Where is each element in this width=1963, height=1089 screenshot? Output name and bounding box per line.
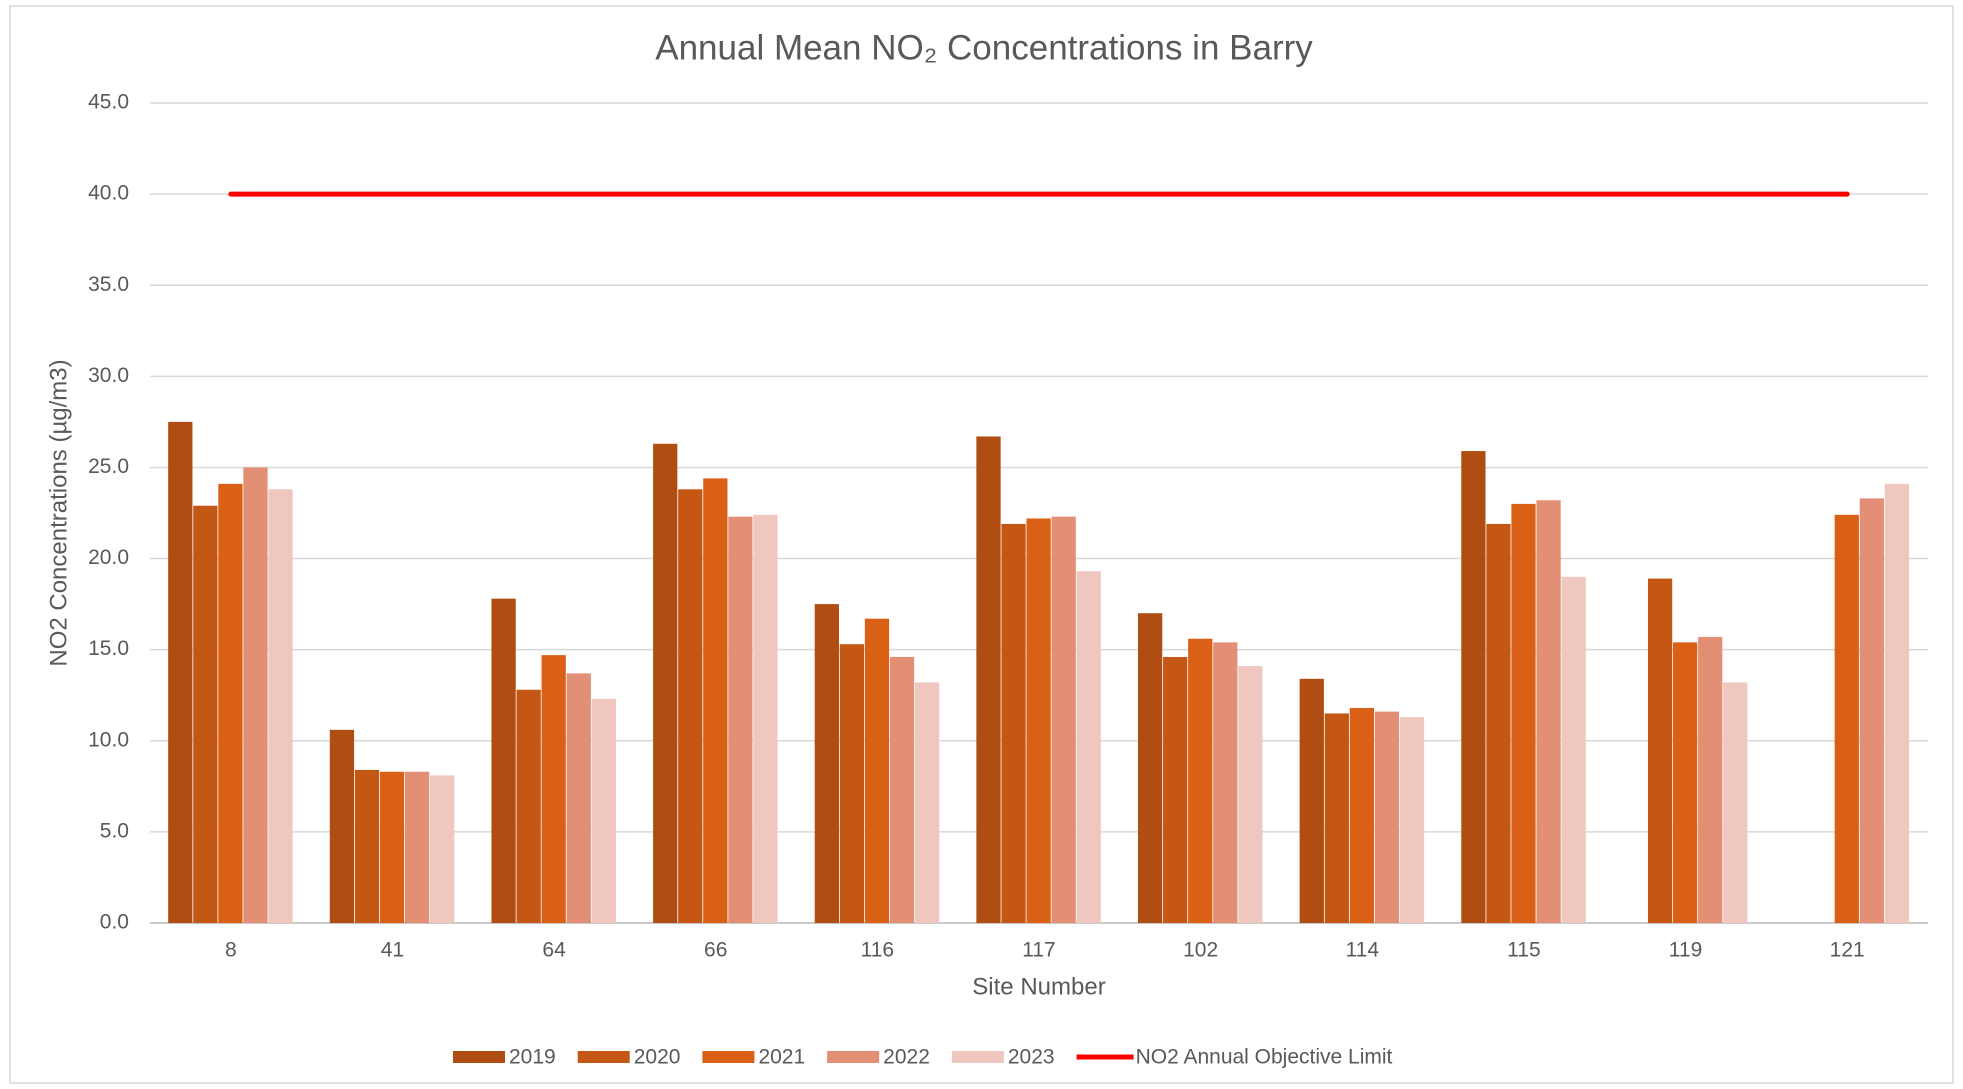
bar [1647,578,1673,923]
bar [329,729,355,923]
bar [1859,498,1884,923]
legend-label: 2021 [758,1046,805,1069]
legend-swatch [577,1051,630,1063]
bar [753,514,778,923]
bar [839,644,865,923]
bar [1026,518,1051,923]
y-tick-label: 10.0 [88,728,129,751]
y-tick-label: 35.0 [88,273,129,296]
x-tick-label: 64 [542,939,566,962]
bar [168,421,193,923]
bar [243,467,268,923]
bar [1076,571,1101,923]
bar [703,478,728,923]
bar [1511,503,1536,923]
bar [1723,682,1748,923]
chart-title: Annual Mean NO₂ Concentrations in Barry [655,28,1313,67]
x-tick-label: 102 [1183,939,1218,962]
bar [354,769,380,923]
x-axis-title: Site Number [972,973,1105,1000]
bar [491,598,516,923]
legend-label: NO2 Annual Objective Limit [1136,1046,1393,1069]
bar [1486,523,1511,923]
x-tick-label: 117 [1022,939,1055,962]
x-tick-label: 41 [381,939,404,962]
x-tick-label: 114 [1346,939,1380,962]
x-tick-label: 8 [225,939,237,962]
y-tick-label: 0.0 [100,911,129,934]
bar [1536,500,1561,923]
legend-label: 2022 [883,1046,930,1069]
bar [193,505,218,923]
y-tick-label: 15.0 [88,637,129,660]
y-tick-label: 45.0 [88,91,129,114]
bar [1561,576,1586,923]
x-tick-label: 121 [1830,939,1865,962]
legend-label: 2020 [634,1046,681,1069]
bar [653,443,678,923]
x-tick-label: 66 [704,939,727,962]
bar [728,516,753,923]
bar [914,682,940,923]
bar [1349,707,1374,923]
bar [379,771,405,923]
bar [268,489,293,923]
legend-label: 2019 [509,1046,556,1069]
bar [1138,613,1163,923]
legend-swatch [827,1051,880,1063]
bar [404,771,430,923]
bar [430,775,455,923]
x-tick-label: 116 [861,939,894,962]
legend-label: 2023 [1008,1046,1055,1069]
legend-swatch [453,1051,505,1063]
y-tick-label: 40.0 [88,182,129,205]
bar [218,483,243,923]
bar [1673,642,1698,923]
bar [1884,483,1910,923]
bar [1188,638,1213,923]
y-tick-label: 5.0 [100,819,129,842]
bar [1399,717,1425,923]
x-tick-label: 119 [1669,939,1702,962]
bar [1698,636,1723,923]
bar [678,489,703,923]
bar [566,673,591,923]
y-tick-label: 25.0 [88,455,129,478]
bar [516,689,541,923]
bar [541,655,566,923]
bar [1051,516,1076,923]
bar [1213,642,1238,923]
bar [1374,711,1400,923]
bar [1324,713,1349,923]
bar [1834,514,1859,923]
x-tick-label: 115 [1507,939,1540,962]
bar [976,436,1001,923]
bar [1461,451,1486,923]
bar [1163,656,1188,923]
bar [889,656,915,923]
legend-swatch [951,1051,1004,1063]
bar [864,618,890,923]
bar [1238,666,1263,923]
bar [1299,678,1324,923]
y-tick-label: 30.0 [88,364,129,387]
y-axis-title: NO2 Concentrations (µg/m3) [45,359,72,666]
legend-swatch [702,1051,755,1063]
y-tick-label: 20.0 [88,546,129,569]
bar [814,604,839,923]
bar [591,698,616,923]
bar [1001,523,1026,923]
